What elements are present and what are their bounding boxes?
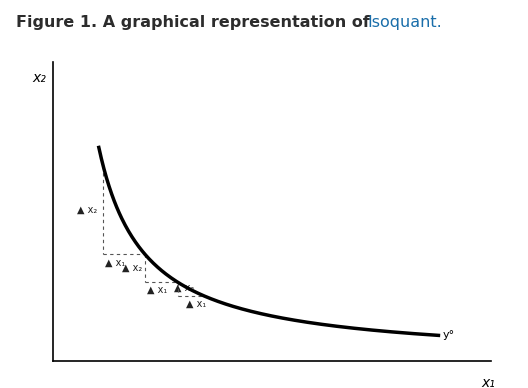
Text: y°: y°	[443, 330, 455, 340]
Text: ▲ x₁: ▲ x₁	[185, 299, 206, 309]
Text: ▲ x₂: ▲ x₂	[122, 263, 142, 273]
Text: ▲ x₁: ▲ x₁	[147, 285, 167, 295]
Text: ▲ x₂: ▲ x₂	[174, 282, 194, 293]
Text: Isoquant.: Isoquant.	[367, 15, 442, 30]
Text: x₂: x₂	[33, 71, 46, 85]
Text: ▲ x₁: ▲ x₁	[106, 258, 126, 267]
Text: Figure 1. A graphical representation of: Figure 1. A graphical representation of	[16, 15, 375, 30]
Text: x₁: x₁	[482, 376, 495, 388]
Text: ▲ x₂: ▲ x₂	[77, 205, 97, 215]
